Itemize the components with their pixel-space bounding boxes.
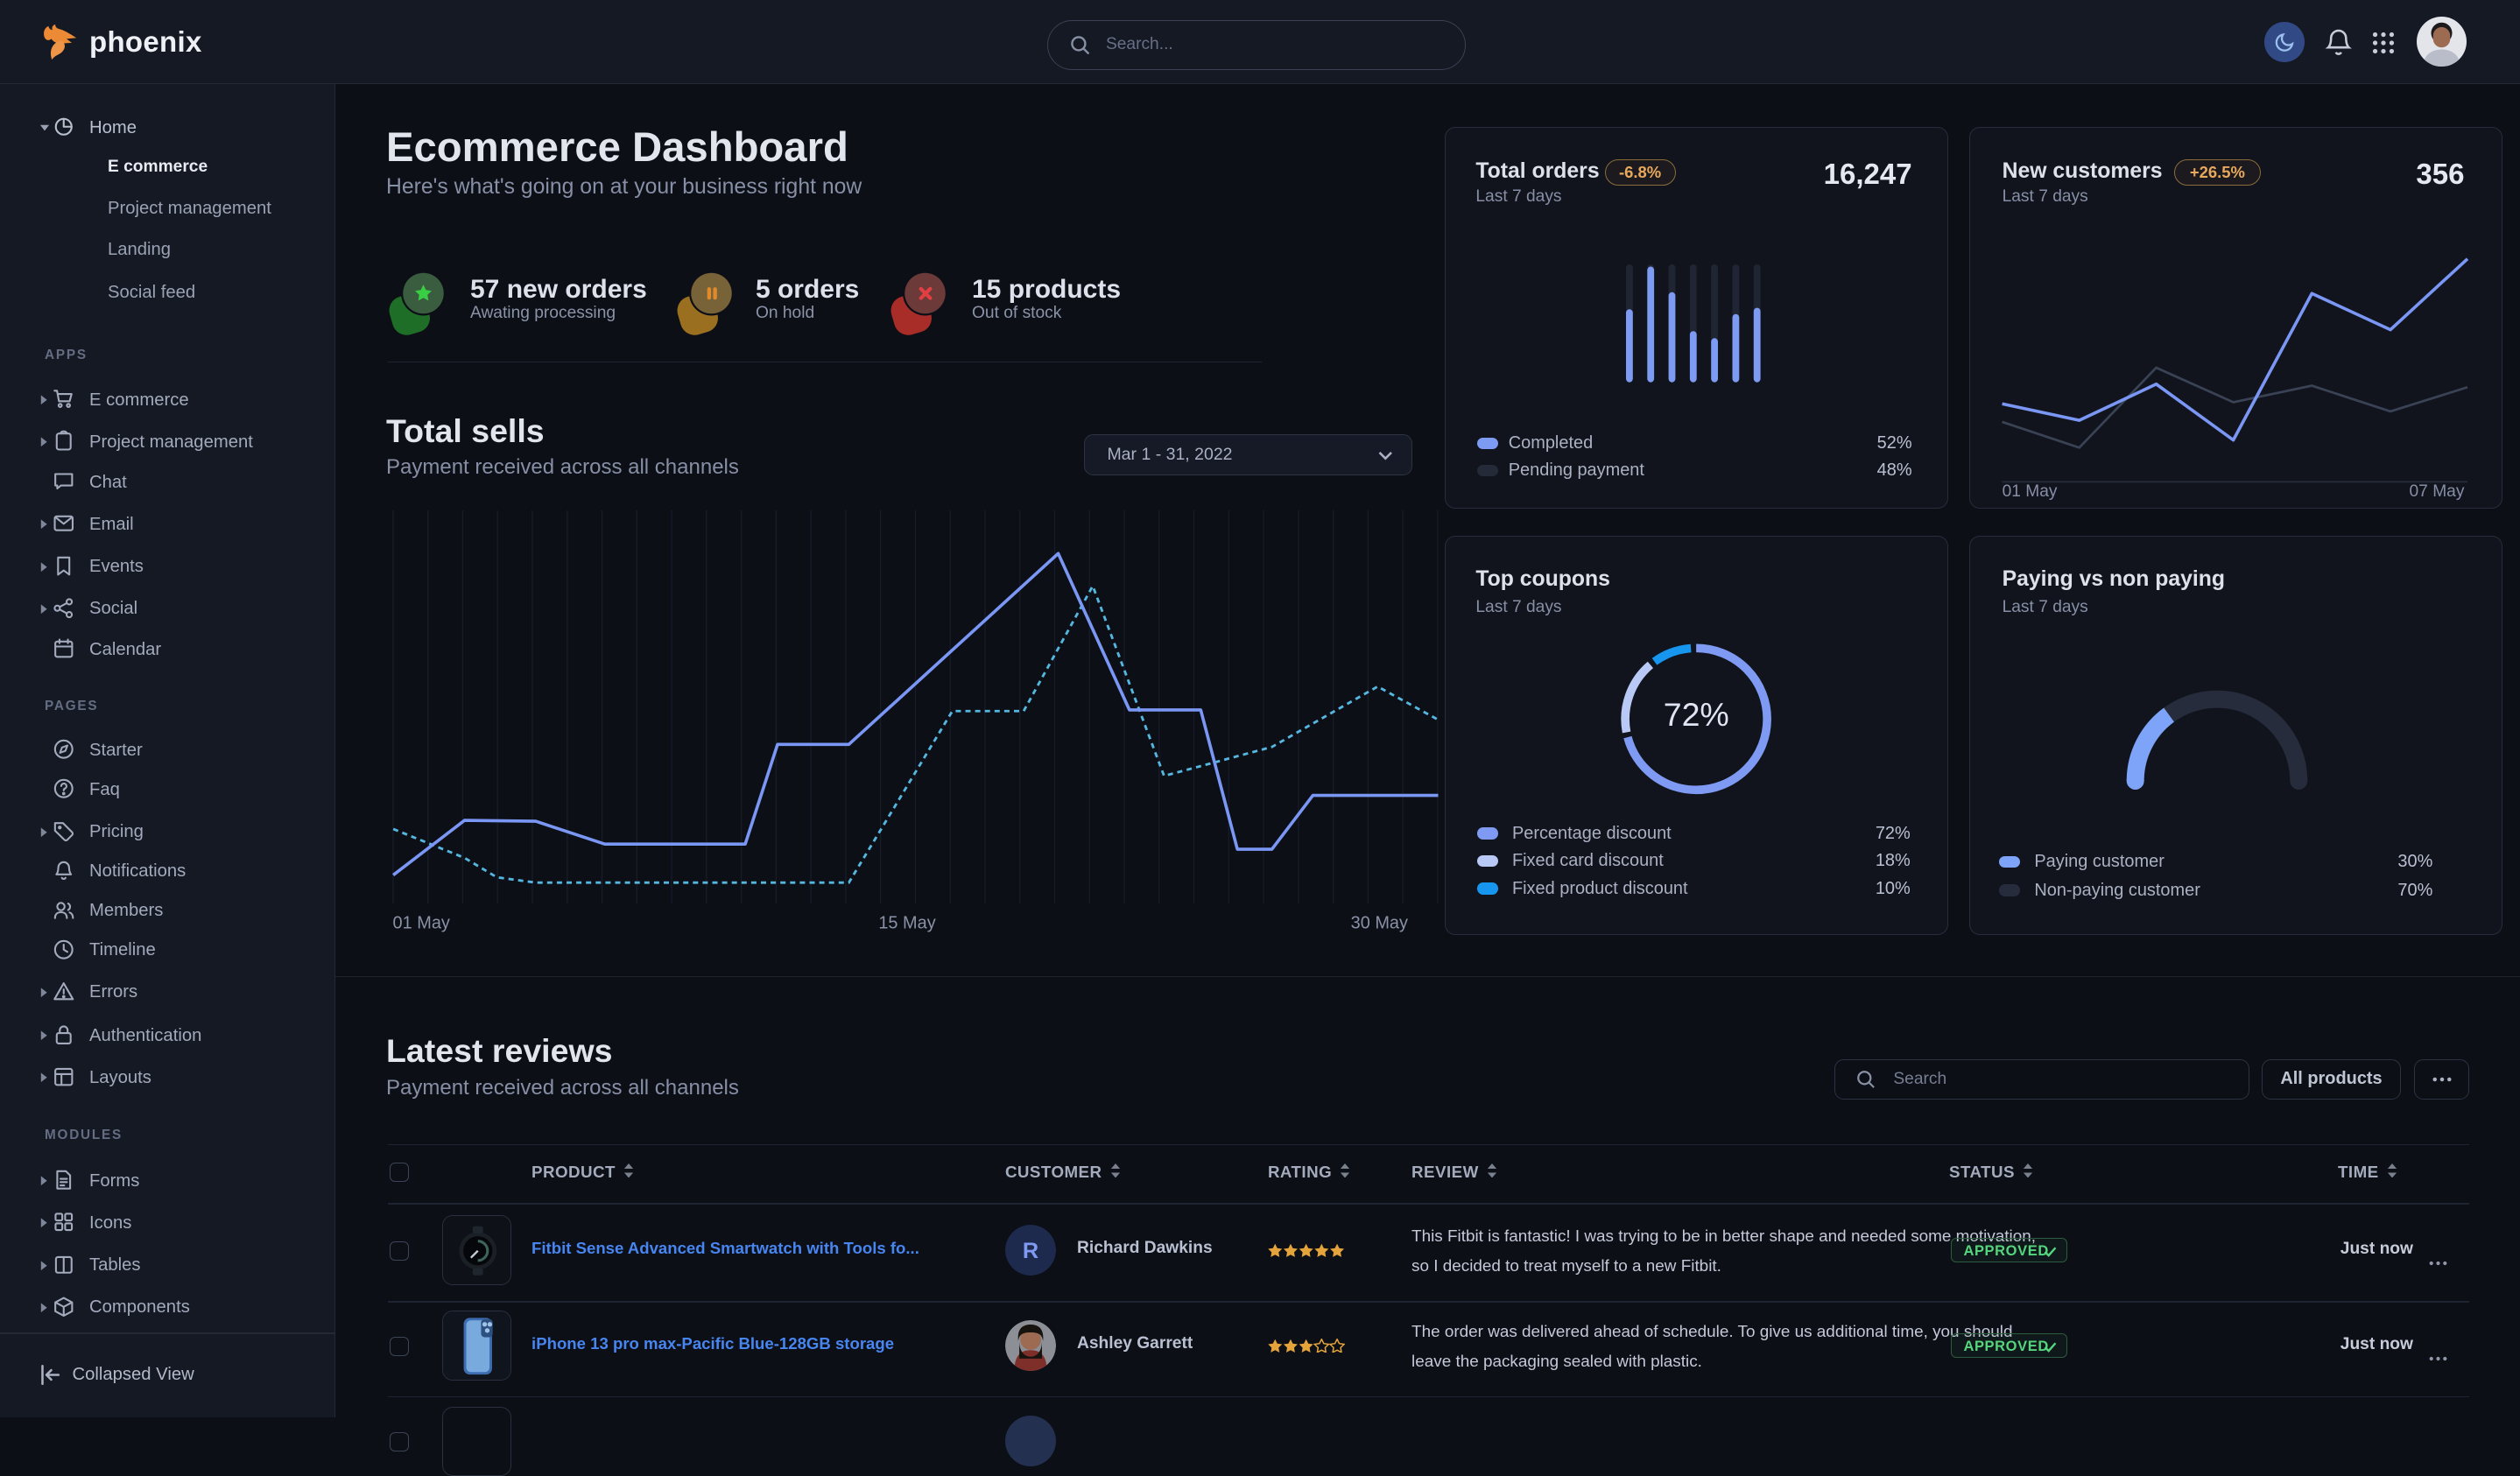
- svg-text:30 May: 30 May: [1351, 914, 1408, 933]
- svg-text:R: R: [1023, 1239, 1038, 1263]
- svg-text:01 May: 01 May: [393, 914, 450, 933]
- svg-text:15 May: 15 May: [878, 914, 935, 933]
